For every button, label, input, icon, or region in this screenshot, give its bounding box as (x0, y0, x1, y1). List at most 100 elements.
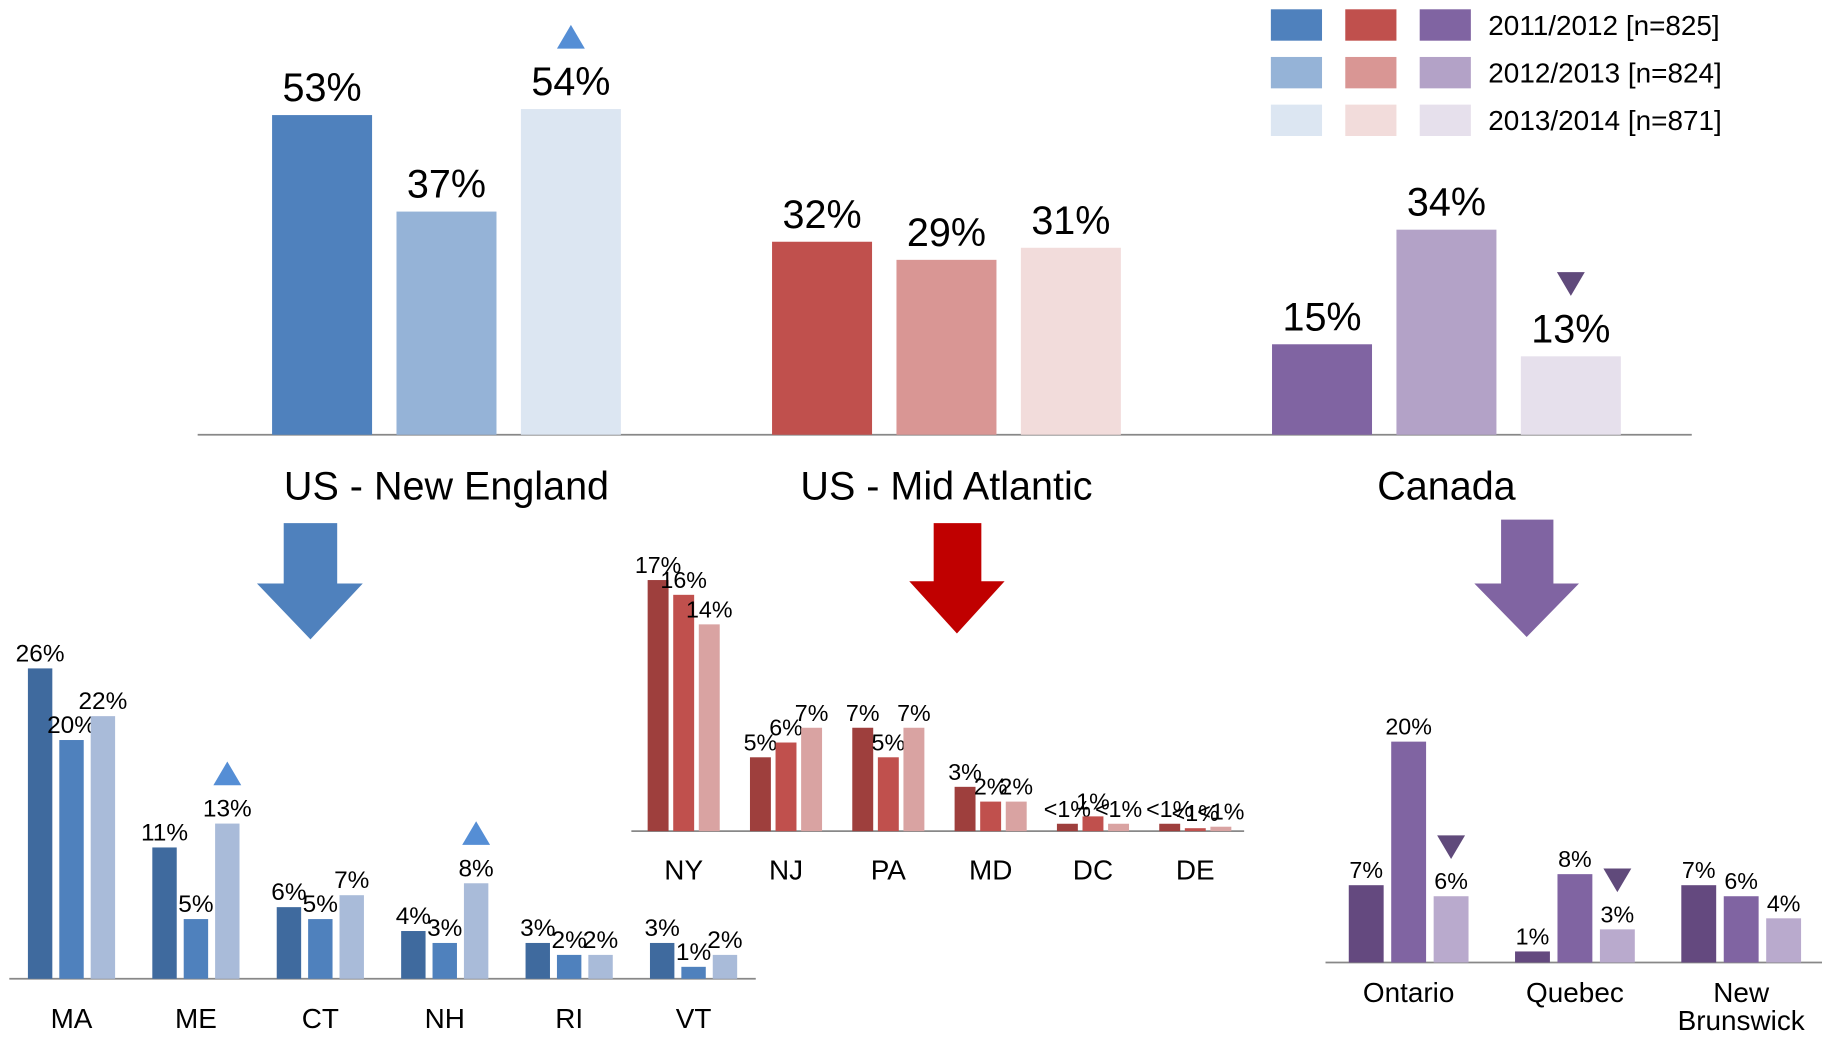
category-label: Quebec (1526, 979, 1624, 1009)
bar (877, 757, 899, 832)
category-label: DC (1073, 854, 1113, 885)
change-marker (1437, 835, 1466, 860)
category-label: RI (555, 1003, 583, 1034)
bar (749, 757, 771, 832)
category-label-box: Quebec (1526, 979, 1624, 1009)
category-label: NY (664, 854, 703, 885)
bar (681, 966, 706, 979)
value-label: 3% (520, 915, 555, 942)
arrow (256, 523, 363, 640)
value-label: 4% (396, 903, 431, 930)
value-label: 37% (407, 163, 486, 207)
bar (1159, 823, 1181, 832)
value-label: 16% (660, 567, 707, 593)
bar (1766, 918, 1802, 963)
bar (1020, 247, 1121, 435)
category-label: ME (175, 1003, 217, 1034)
bar (90, 716, 116, 979)
value-label: 15% (1282, 295, 1361, 339)
legend-swatch (1270, 104, 1323, 137)
value-label: 4% (1767, 890, 1801, 916)
bar (896, 259, 997, 435)
category-label: New Brunswick (1677, 979, 1805, 1037)
bar (276, 907, 302, 979)
bar (980, 801, 1002, 832)
value-label: 2% (707, 927, 742, 954)
category-label: MD (969, 854, 1012, 885)
value-label: 2% (583, 927, 618, 954)
value-label: <1% (1172, 800, 1219, 826)
bar (1681, 885, 1717, 963)
legend-swatch (1345, 9, 1397, 41)
bar (27, 668, 53, 979)
value-label: 13% (1531, 307, 1610, 351)
bar (649, 942, 675, 979)
category-label: PA (871, 854, 907, 885)
value-label: 11% (141, 819, 188, 846)
value-label: 1% (1076, 788, 1110, 814)
change-marker (1556, 272, 1585, 296)
bar (272, 115, 373, 435)
value-label: 1% (676, 939, 711, 966)
value-label: 8% (458, 855, 493, 882)
category-label: Ontario (1362, 979, 1455, 1009)
value-label: <1% (1095, 796, 1142, 822)
value-label: 7% (334, 867, 369, 894)
bar (1515, 951, 1550, 963)
category-label-box: Ontario (1362, 979, 1455, 1009)
bar (1599, 929, 1635, 963)
value-label: 5% (744, 729, 778, 755)
bar (339, 895, 364, 979)
value-label: 6% (1434, 868, 1468, 894)
bar (1108, 823, 1130, 832)
bar (215, 823, 240, 979)
value-label: 3% (645, 915, 680, 942)
bar (775, 742, 797, 832)
value-label: 7% (795, 700, 829, 726)
category-label: DE (1176, 854, 1215, 885)
bar (1723, 896, 1759, 963)
bar (1184, 828, 1206, 832)
bar (432, 942, 457, 979)
arrow (1474, 519, 1579, 638)
bar (152, 847, 177, 979)
category-label: NJ (769, 854, 803, 885)
bar (1396, 229, 1497, 435)
category-label: VT (676, 1003, 712, 1034)
value-label: 14% (686, 596, 733, 622)
bar (1082, 816, 1104, 832)
change-marker (1603, 868, 1632, 893)
bar (463, 883, 489, 979)
value-label: 22% (78, 688, 127, 715)
value-label: 29% (907, 211, 986, 255)
legend-swatch (1345, 56, 1397, 89)
value-label: 3% (948, 759, 982, 785)
value-label: 31% (1031, 199, 1110, 243)
legend-swatch (1419, 9, 1471, 41)
value-label: 3% (427, 915, 462, 942)
value-label: 6% (1724, 868, 1758, 894)
value-label: 7% (897, 700, 931, 726)
bar (183, 919, 209, 979)
legend-swatch (1270, 56, 1323, 89)
category-label-box: New Brunswick (1677, 979, 1805, 1037)
change-marker (462, 821, 491, 845)
value-label: 6% (769, 715, 803, 741)
bar (647, 580, 669, 832)
bar (1210, 826, 1232, 832)
change-marker (213, 761, 242, 786)
category-label: Canada (1377, 465, 1515, 509)
value-label: 5% (872, 729, 906, 755)
value-label: 26% (16, 640, 65, 667)
legend-label: 2011/2012 [n=825] (1488, 10, 1719, 41)
category-label: CT (302, 1003, 339, 1034)
bar (1056, 823, 1078, 832)
value-label: 5% (303, 891, 338, 918)
bar (1272, 344, 1373, 435)
bar (1520, 356, 1621, 435)
bar (1433, 896, 1469, 963)
bar (772, 241, 873, 435)
arrow (909, 523, 1005, 634)
bar (852, 727, 874, 832)
